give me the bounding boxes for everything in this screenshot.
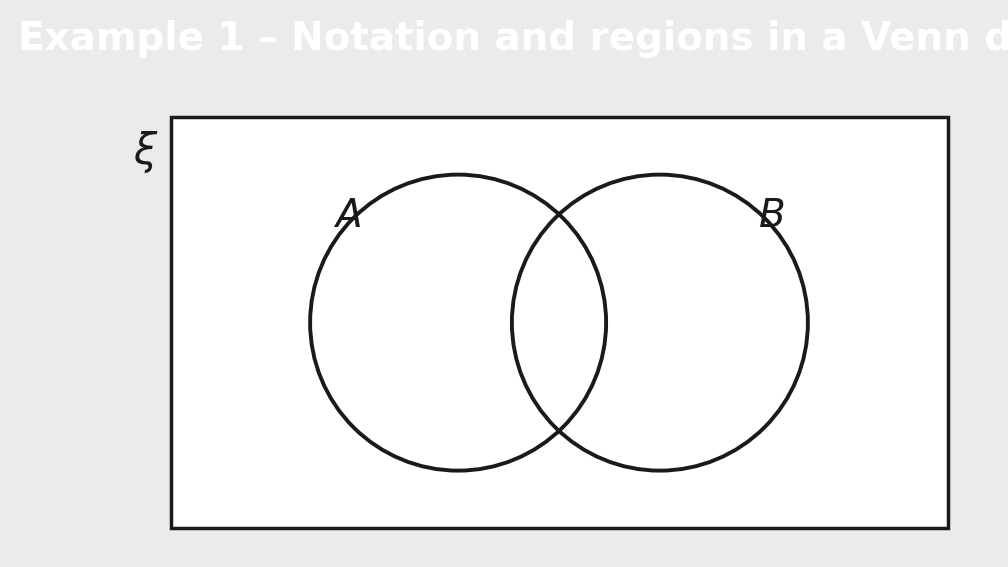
Text: $B$: $B$ [758, 197, 784, 235]
Text: $A$: $A$ [333, 197, 361, 235]
Text: Example 1 – Notation and regions in a Venn diagram: Example 1 – Notation and regions in a Ve… [18, 20, 1008, 58]
Text: $\xi$: $\xi$ [133, 129, 159, 175]
Bar [171, 117, 948, 528]
